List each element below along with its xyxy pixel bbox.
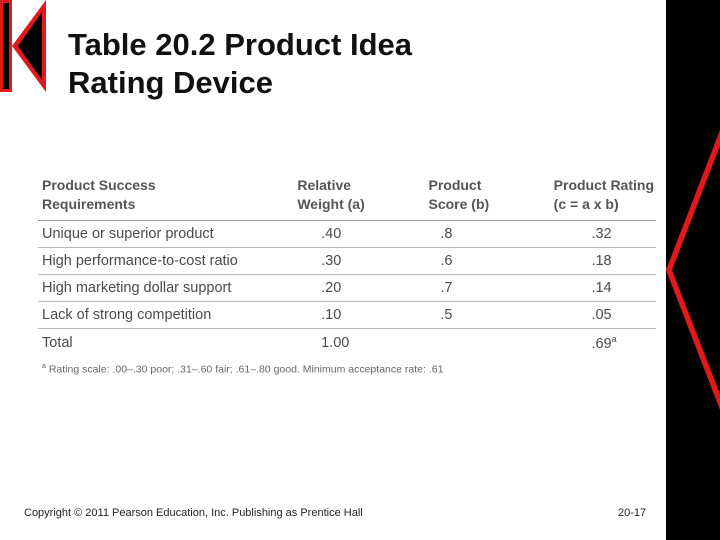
cell-score: .7 (440, 280, 453, 296)
table-row: Unique or superior product .40 .8 .32 (38, 221, 656, 248)
decorative-band (666, 0, 720, 540)
header-weight: Relative Weight (a) (297, 177, 365, 212)
table-row: High marketing dollar support .20 .7 .14 (38, 275, 656, 302)
table-row: Lack of strong competition .10 .5 .05 (38, 302, 656, 329)
cell-score: .5 (440, 307, 453, 323)
total-rating: .69 (591, 335, 612, 352)
cell-score: .8 (440, 226, 453, 242)
cell-weight: .40 (321, 226, 342, 242)
rating-table: Product Success Requirements Relative We… (38, 176, 656, 376)
total-rating-cell: .69a (553, 334, 656, 352)
footnote-text: Rating scale: .00–.30 poor; .31–.60 fair… (48, 363, 444, 376)
cell-requirement: High marketing dollar support (42, 280, 232, 296)
cell-weight: .30 (321, 253, 342, 269)
cell-rating: .14 (591, 280, 612, 296)
total-weight: 1.00 (321, 335, 350, 351)
table-footnote: a Rating scale: .00–.30 poor; .31–.60 fa… (38, 363, 656, 376)
cell-requirement: Unique or superior product (42, 226, 214, 242)
cell-weight: .20 (321, 280, 342, 296)
table-header: Product Success Requirements Relative We… (38, 176, 656, 214)
title-line-1: Table 20.2 Product Idea (68, 27, 412, 62)
cell-rating: .05 (591, 307, 612, 323)
total-row: Total 1.00 .69a (38, 329, 656, 357)
copyright-text: Copyright © 2011 Pearson Education, Inc.… (24, 507, 363, 519)
page-number: 20-17 (618, 507, 647, 519)
table-row: High performance-to-cost ratio .30 .6 .1… (38, 248, 656, 275)
header-divider (38, 220, 656, 221)
header-rating: Product Rating (c = a x b) (553, 177, 655, 212)
cell-rating: .32 (591, 226, 612, 242)
total-rating-mark: a (611, 334, 617, 345)
logo-icon (0, 0, 46, 92)
cell-rating: .18 (591, 253, 612, 269)
header-score: Product Score (b) (428, 177, 490, 212)
cell-requirement: Lack of strong competition (42, 307, 212, 323)
header-requirements: Product Success Requirements (42, 177, 156, 212)
total-label: Total (42, 335, 73, 351)
footnote-mark: a (42, 363, 46, 370)
cell-weight: .10 (321, 307, 342, 323)
title-line-2: Rating Device (68, 65, 274, 100)
slide-title: Table 20.2 Product Idea Rating Device (68, 26, 628, 102)
cell-requirement: High performance-to-cost ratio (42, 253, 238, 269)
cell-score: .6 (440, 253, 453, 269)
